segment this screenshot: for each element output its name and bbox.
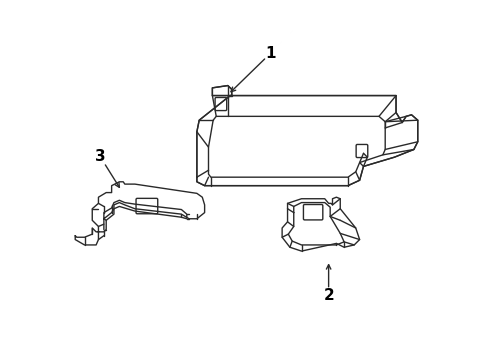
FancyBboxPatch shape [356, 144, 368, 158]
Text: 3: 3 [95, 149, 105, 164]
Polygon shape [197, 86, 418, 186]
FancyBboxPatch shape [215, 98, 227, 111]
FancyBboxPatch shape [136, 198, 158, 214]
FancyBboxPatch shape [303, 204, 323, 220]
Text: 2: 2 [323, 288, 334, 303]
Text: 1: 1 [265, 46, 276, 61]
